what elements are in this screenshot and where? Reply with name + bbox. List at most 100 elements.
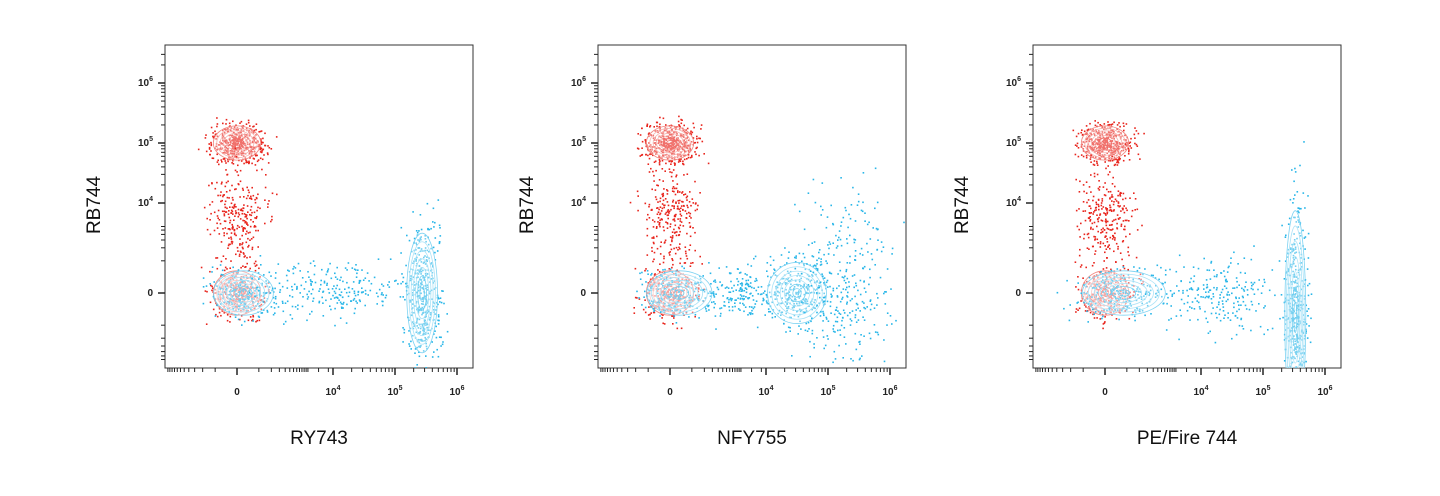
data-point (686, 205, 688, 207)
data-point (227, 320, 229, 322)
data-point (1100, 241, 1102, 243)
data-point (670, 209, 672, 211)
data-point (660, 241, 662, 243)
data-point (249, 232, 251, 234)
data-point (667, 201, 669, 203)
data-point (240, 267, 242, 269)
data-point (646, 219, 648, 221)
data-point (667, 218, 669, 220)
data-point (434, 222, 436, 224)
data-point (1110, 191, 1112, 193)
data-point (687, 258, 689, 260)
data-point (1081, 264, 1083, 266)
data-point (878, 334, 880, 336)
data-point (890, 315, 892, 317)
data-point (1095, 238, 1097, 240)
data-point (240, 251, 242, 253)
data-point (334, 308, 336, 310)
data-point (686, 158, 688, 160)
data-point (400, 296, 402, 298)
data-point (694, 142, 696, 144)
data-point (679, 160, 681, 162)
data-point (659, 179, 661, 181)
data-point (824, 277, 826, 279)
data-point (772, 317, 774, 319)
data-point (858, 193, 860, 195)
data-point (685, 262, 687, 264)
data-point (1109, 171, 1111, 173)
data-point (1124, 212, 1126, 214)
data-point (394, 280, 396, 282)
data-point (361, 287, 363, 289)
data-point (239, 196, 241, 198)
data-point (835, 358, 837, 360)
data-point (903, 222, 905, 224)
data-point (1109, 207, 1111, 209)
data-point (856, 285, 858, 287)
data-point (702, 141, 704, 143)
data-point (224, 158, 226, 160)
x-tick-label: 104 (325, 385, 340, 398)
data-point (638, 148, 640, 150)
data-point (647, 235, 649, 237)
data-point (224, 213, 226, 215)
data-point (1086, 181, 1088, 183)
data-point (1098, 209, 1100, 211)
data-point (346, 269, 348, 271)
data-point (855, 255, 857, 257)
data-point (661, 210, 663, 212)
data-point (1098, 206, 1100, 208)
data-point (645, 307, 647, 309)
data-point (307, 298, 309, 300)
data-point (243, 208, 245, 210)
tick-exponent: 5 (149, 136, 153, 143)
data-point (210, 234, 212, 236)
data-point (246, 222, 248, 224)
data-point (1116, 227, 1118, 229)
data-point (659, 124, 661, 126)
data-point (1129, 233, 1131, 235)
data-point (211, 271, 213, 273)
data-point (714, 303, 716, 305)
data-point (677, 208, 679, 210)
data-point (235, 170, 237, 172)
data-point (715, 293, 717, 295)
data-point (755, 303, 757, 305)
data-point (710, 283, 712, 285)
data-point (433, 247, 435, 249)
tick-base: 10 (571, 138, 583, 149)
data-point (225, 207, 227, 209)
data-point (201, 267, 203, 269)
data-point (295, 306, 297, 308)
data-point (654, 221, 656, 223)
data-point (334, 291, 336, 293)
data-point (684, 159, 686, 161)
data-point (842, 297, 844, 299)
data-point (833, 325, 835, 327)
data-point (1109, 248, 1111, 250)
data-point (795, 255, 797, 257)
data-point (843, 288, 845, 290)
data-point (1119, 157, 1121, 159)
data-point (1092, 265, 1094, 267)
data-point (315, 282, 317, 284)
data-point (1122, 241, 1124, 243)
data-point (440, 345, 442, 347)
data-point (249, 292, 251, 294)
data-point (763, 298, 765, 300)
data-point (749, 306, 751, 308)
data-point (832, 328, 834, 330)
data-point (225, 160, 227, 162)
data-point (852, 187, 854, 189)
data-point (1125, 220, 1127, 222)
data-point (1115, 219, 1117, 221)
data-point (773, 260, 775, 262)
data-point (235, 235, 237, 237)
data-point (633, 307, 635, 309)
data-point (226, 208, 228, 210)
data-point (241, 235, 243, 237)
data-point (850, 358, 852, 360)
data-point (868, 284, 870, 286)
data-point (827, 338, 829, 340)
data-point (840, 301, 842, 303)
